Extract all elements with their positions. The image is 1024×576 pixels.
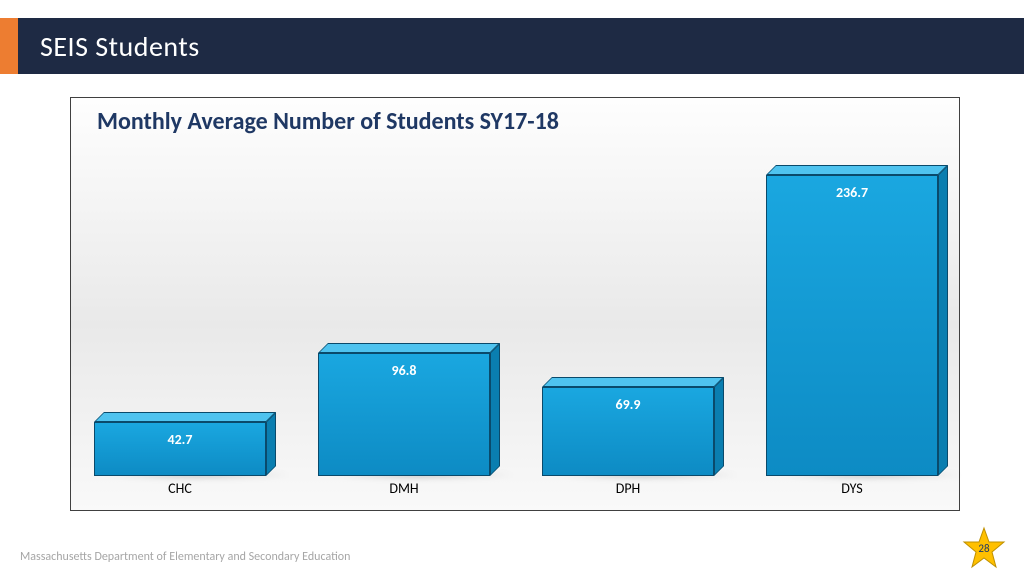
category-label: CHC (94, 480, 266, 497)
chart-title: Monthly Average Number of Students SY17-… (97, 107, 559, 136)
category-label: DPH (542, 480, 714, 497)
page-number-badge: 28 (962, 526, 1006, 570)
footer-organization: Massachusetts Department of Elementary a… (20, 550, 350, 564)
category-label: DMH (318, 480, 490, 497)
category-label: DYS (766, 480, 938, 497)
bar-dph: 69.9 (542, 387, 714, 476)
slide-title: SEIS Students (40, 29, 200, 64)
category-axis: CHC DMH DPH DYS (91, 480, 939, 502)
title-bar: SEIS Students (0, 18, 1024, 74)
title-strip: SEIS Students (18, 18, 1024, 74)
bar-value-label: 236.7 (767, 184, 937, 201)
bar-value-label: 96.8 (319, 362, 489, 379)
bar-value-label: 69.9 (543, 396, 713, 413)
bar-value-label: 42.7 (95, 431, 265, 448)
bar-dmh: 96.8 (318, 353, 490, 476)
bar-chc: 42.7 (94, 422, 266, 476)
title-accent (0, 18, 18, 74)
bar-dys: 236.7 (766, 175, 938, 476)
page-number: 28 (962, 526, 1006, 570)
plot-area: 42.7 96.8 69.9 236.7 (91, 160, 939, 476)
chart-frame: Monthly Average Number of Students SY17-… (70, 97, 960, 511)
